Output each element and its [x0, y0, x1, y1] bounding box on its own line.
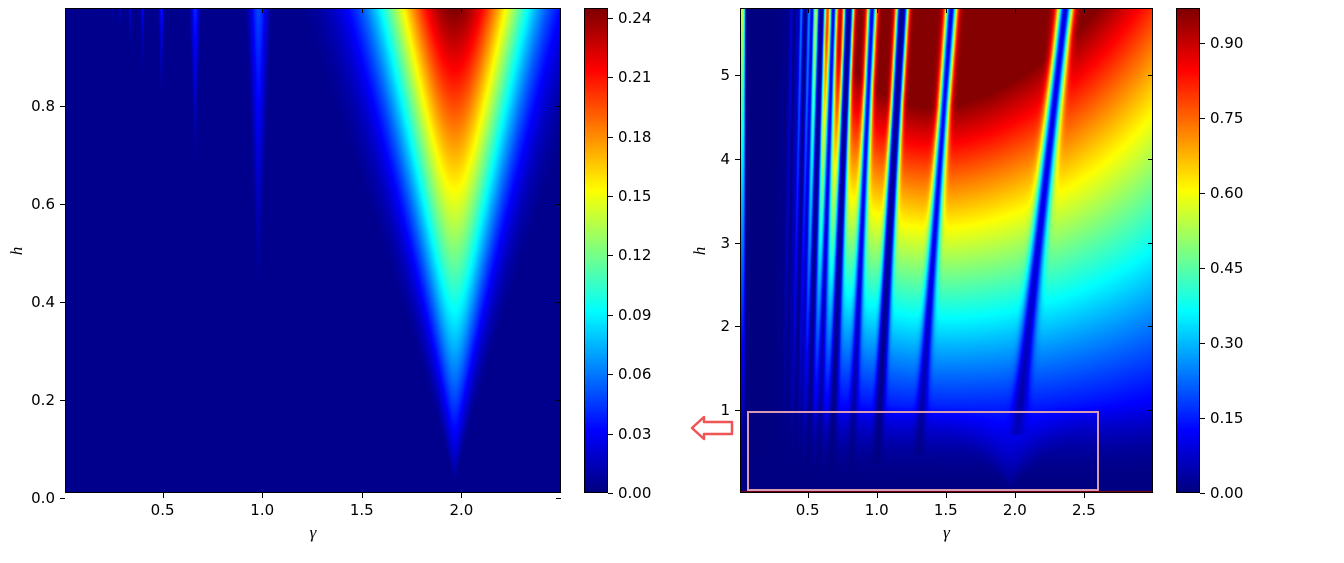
heatmap-right	[740, 8, 1153, 493]
figure: 0.5 1.0 1.5 2.0 0.0 0.2 0.4 0.6 0.8 γ h 0.00 0.03 0.0…	[0, 0, 1344, 563]
cbar-tick-label: 0.00	[618, 484, 651, 502]
ytick-label: 5	[720, 66, 730, 84]
xtick-label: 0.5	[796, 501, 820, 519]
cbar-tick-label: 0.30	[1210, 334, 1243, 352]
ytick-label: 0.4	[31, 293, 55, 311]
xtick-label: 2.5	[1072, 501, 1096, 519]
cbar-tick-label: 0.60	[1210, 184, 1243, 202]
ytick-label: 3	[720, 234, 730, 252]
ytick-label: 0.0	[31, 489, 55, 507]
cbar-tick-label: 0.18	[618, 128, 651, 146]
cbar-tick-label: 0.45	[1210, 259, 1243, 277]
cbar-tick-label: 0.06	[618, 365, 651, 383]
colorbar-right	[1176, 8, 1200, 493]
cbar-tick-label: 0.15	[618, 187, 651, 205]
cbar-tick-label: 0.03	[618, 425, 651, 443]
heatmap-left-canvas	[66, 9, 560, 492]
xtick-label: 1.5	[934, 501, 958, 519]
xtick-label: 2.0	[449, 501, 473, 519]
ytick-label: 0.8	[31, 97, 55, 115]
ytick-label: 2	[720, 317, 730, 335]
cbar-tick-label: 0.15	[1210, 409, 1243, 427]
xlabel-right: γ	[943, 523, 950, 543]
xtick-label: 1.0	[865, 501, 889, 519]
ylabel-left: h	[7, 246, 27, 255]
cbar-tick-label: 0.09	[618, 306, 651, 324]
ytick-label: 1	[720, 401, 730, 419]
cbar-tick-label: 0.00	[1210, 484, 1243, 502]
xtick-label: 1.5	[350, 501, 374, 519]
cbar-tick-label: 0.12	[618, 246, 651, 264]
xlabel-left: γ	[310, 523, 317, 543]
ytick-label: 0.2	[31, 391, 55, 409]
ylabel-right: h	[690, 246, 710, 255]
ytick-label: 0.6	[31, 195, 55, 213]
colorbar-right-canvas	[1177, 9, 1199, 492]
cbar-tick-label: 0.75	[1210, 109, 1243, 127]
xtick-label: 1.0	[250, 501, 274, 519]
ytick-label: 4	[720, 150, 730, 168]
cbar-tick-label: 0.24	[618, 9, 651, 27]
colorbar-left-canvas	[585, 9, 607, 492]
cbar-tick-label: 0.21	[618, 68, 651, 86]
heatmap-right-canvas	[741, 9, 1152, 492]
xtick-label: 2.0	[1003, 501, 1027, 519]
xtick-label: 0.5	[151, 501, 175, 519]
colorbar-left	[584, 8, 608, 493]
cbar-tick-label: 0.90	[1210, 34, 1243, 52]
heatmap-left	[65, 8, 561, 493]
